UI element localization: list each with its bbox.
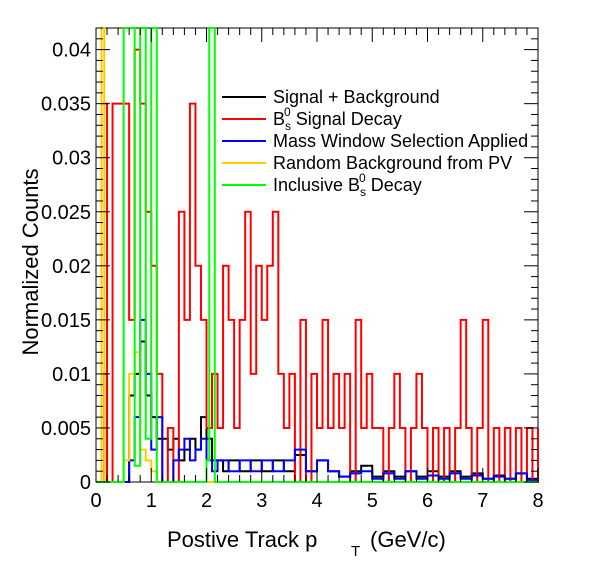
plot-area: 0 1 2 3 4 5 6 7 8 0 0.005 0.01 0.015 0.02 0.025 0.03 0.0… <box>41 27 544 512</box>
x-tick-label: 7 <box>477 490 488 512</box>
x-tick-label: 3 <box>256 490 267 512</box>
y-tick-label: 0 <box>80 472 91 494</box>
x-tick-label: 2 <box>201 490 212 512</box>
y-tick-label: 0.005 <box>41 418 91 440</box>
y-tick-label: 0.01 <box>52 364 91 386</box>
legend-label-2: Bs0 Signal Decay <box>273 105 402 133</box>
x-tick-label: 1 <box>146 490 157 512</box>
y-tick-label: 0.025 <box>41 202 91 224</box>
y-tick-label: 0.03 <box>52 148 91 170</box>
x-tick-label: 0 <box>90 490 101 512</box>
y-axis-title: Normalized Counts <box>18 168 43 355</box>
legend-label-5: Inclusive Bs0 Decay <box>273 171 422 199</box>
axes-layer: 0 1 2 3 4 5 6 7 8 0 0.005 0.01 0.015 0.02 0.025 0.03 0.0… <box>41 27 544 512</box>
y-tick-label: 0.02 <box>52 256 91 278</box>
x-tick-label: 6 <box>422 490 433 512</box>
series-line-5 <box>96 27 538 483</box>
x-axis-title-unit: (GeV/c) <box>370 527 446 552</box>
legend-label-4: Random Background from PV <box>273 153 512 173</box>
y-tick-label: 0.035 <box>41 94 91 116</box>
x-axis-title-subscript: T <box>351 543 360 560</box>
legend-label-1: Signal + Background <box>273 87 440 107</box>
series-layer <box>96 27 539 483</box>
x-tick-label: 8 <box>532 490 543 512</box>
x-axis-title-main: Postive Track p <box>167 527 317 552</box>
y-tick-label: 0.04 <box>52 40 91 62</box>
x-tick-label: 4 <box>311 490 322 512</box>
x-tick-label: 5 <box>367 490 378 512</box>
x-axis-title: Postive Track p T (GeV/c) <box>167 527 446 560</box>
y-tick-label: 0.015 <box>41 310 91 332</box>
legend-label-3: Mass Window Selection Applied <box>273 131 528 151</box>
